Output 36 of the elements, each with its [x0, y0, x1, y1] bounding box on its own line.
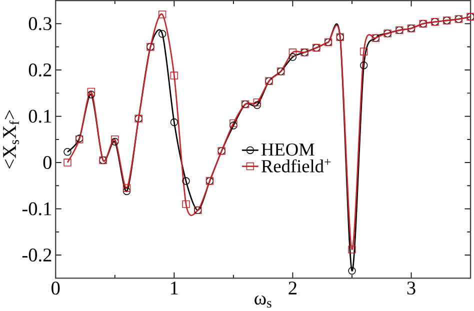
point — [360, 62, 368, 70]
point — [230, 119, 238, 128]
x-tick-label: 0 — [52, 282, 60, 295]
point — [122, 184, 131, 192]
x-axis-title: ω$_{s}$ — [254, 296, 272, 308]
point — [288, 48, 297, 56]
point — [253, 101, 261, 110]
point — [111, 136, 119, 144]
point — [64, 158, 72, 166]
point — [64, 148, 72, 156]
legend-label: HEOM — [262, 144, 314, 156]
y-tick-label: -0.2 — [22, 248, 52, 262]
y-tick-label: -0.1 — [22, 202, 52, 216]
point — [182, 177, 190, 185]
point — [158, 10, 166, 18]
point — [122, 187, 131, 196]
x-tick-label: 1 — [171, 282, 178, 294]
point — [348, 246, 356, 254]
point — [253, 98, 261, 106]
y-tick-label: 0.3 — [28, 17, 52, 30]
y-tick-label: 0.1 — [28, 110, 52, 123]
point — [288, 53, 297, 61]
point — [170, 72, 178, 80]
point — [158, 30, 166, 38]
point — [170, 118, 178, 126]
y-tick-label: 0 — [43, 156, 52, 170]
point — [87, 88, 96, 96]
y-tick-label: 0.2 — [28, 64, 52, 77]
point — [360, 48, 368, 56]
y-axis-title: <X$_{s}$X$_{f}$> — [3, 110, 19, 169]
legend-label: Redfield$^{+}$ — [262, 159, 331, 172]
point — [87, 90, 96, 98]
x-tick-label: 2 — [288, 282, 296, 294]
point — [348, 267, 356, 275]
point — [182, 200, 190, 208]
x-tick-label: 3 — [407, 282, 416, 295]
